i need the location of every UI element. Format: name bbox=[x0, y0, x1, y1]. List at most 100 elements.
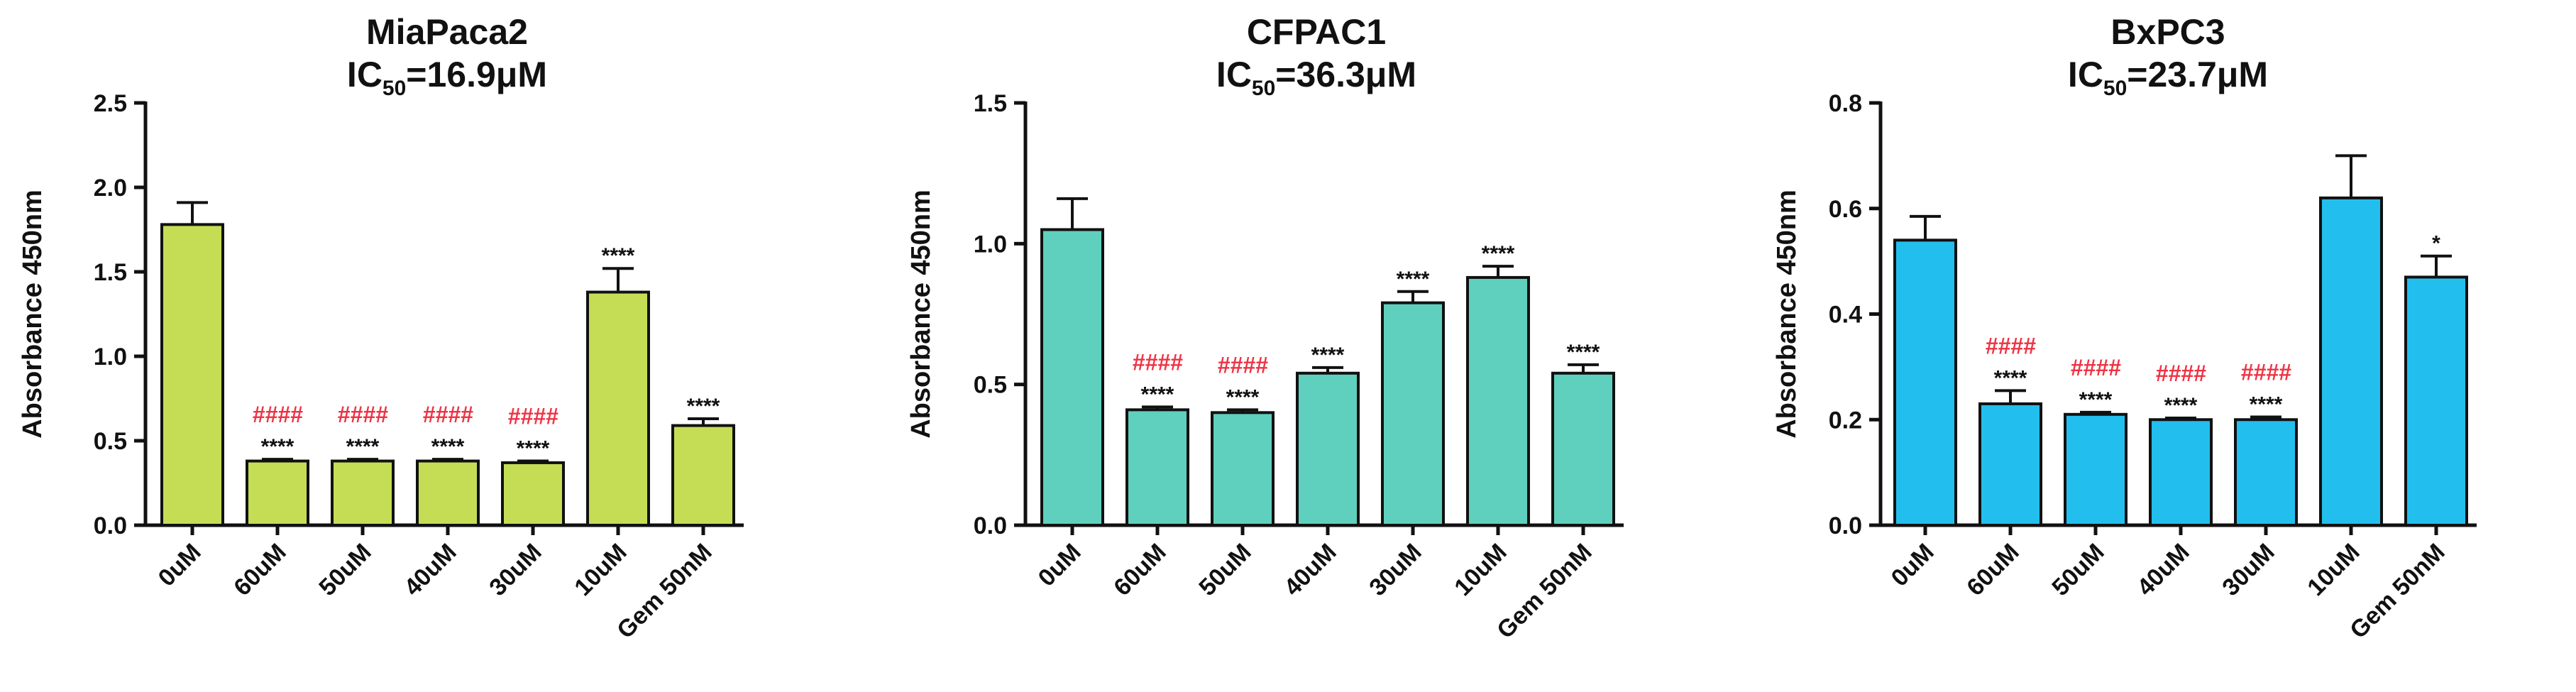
x-tick-label: 30uM bbox=[2217, 539, 2279, 601]
y-axis-label: Absorbance 450nm bbox=[906, 190, 936, 439]
y-tick-label: 0.2 bbox=[1829, 407, 1862, 434]
significance-label: **** bbox=[346, 435, 380, 458]
bar bbox=[2404, 275, 2468, 527]
significance-label: **** bbox=[1141, 383, 1174, 406]
x-tick-label: 60uM bbox=[1108, 539, 1171, 601]
significance-label: **** bbox=[2164, 394, 2198, 417]
bar bbox=[416, 459, 480, 527]
subtitle-prefix: IC bbox=[347, 55, 382, 94]
x-tick-label: 10uM bbox=[2302, 539, 2365, 601]
significance-label: **** bbox=[517, 437, 550, 461]
y-tick-label: 0.0 bbox=[94, 512, 127, 539]
x-tick-label: 30uM bbox=[484, 539, 546, 601]
significance-label-red: #### bbox=[2155, 361, 2206, 386]
chart-panel-bxpc3: BxPC3 IC50=23.7μM Absorbance 450nm 0.0 0.2 0.… bbox=[1717, 0, 2576, 692]
subtitle-value: =23.7μM bbox=[2127, 55, 2268, 94]
subtitle-subscript: 50 bbox=[1252, 77, 1275, 100]
significance-label: **** bbox=[1311, 344, 1345, 367]
bar bbox=[2149, 418, 2213, 527]
subtitle-value: =36.3μM bbox=[1275, 55, 1416, 94]
bar bbox=[501, 461, 565, 527]
y-tick-label: 2.5 bbox=[94, 90, 127, 117]
significance-label: **** bbox=[1482, 242, 1515, 265]
y-tick-label: 2.0 bbox=[94, 175, 127, 202]
bar bbox=[2064, 412, 2128, 527]
y-tick-label: 0.0 bbox=[974, 512, 1007, 539]
x-tick-label: 50uM bbox=[1194, 539, 1256, 601]
chart-subtitle: IC50=23.7μM bbox=[2068, 55, 2268, 100]
bar bbox=[1978, 402, 2042, 527]
bar bbox=[2234, 418, 2298, 527]
x-tick-label: 50uM bbox=[314, 539, 376, 601]
bar bbox=[331, 459, 395, 527]
x-tick-label: 0uM bbox=[1886, 539, 1939, 592]
bar bbox=[2319, 196, 2383, 527]
significance-label: **** bbox=[261, 435, 295, 458]
significance-label-red: #### bbox=[1985, 333, 2035, 358]
significance-label-red: #### bbox=[337, 402, 387, 427]
chart-panel-miapaca2: MiaPaca2 IC50=16.9μM Absorbance 450nm 0.0 0.… bbox=[0, 0, 859, 692]
significance-label: **** bbox=[431, 435, 465, 458]
x-tick-label: 0uM bbox=[153, 539, 207, 592]
bar bbox=[1211, 411, 1275, 527]
bar bbox=[1040, 228, 1104, 527]
bar bbox=[1551, 371, 1615, 527]
significance-label: **** bbox=[2079, 388, 2113, 412]
chart-title: MiaPaca2 bbox=[366, 12, 528, 52]
x-tick-label: 0uM bbox=[1033, 539, 1086, 592]
significance-label: **** bbox=[687, 395, 720, 418]
x-tick-label: 40uM bbox=[399, 539, 461, 601]
bar bbox=[160, 223, 224, 527]
subtitle-prefix: IC bbox=[2068, 55, 2103, 94]
x-tick-label: 10uM bbox=[569, 539, 632, 601]
y-tick-label: 0.0 bbox=[1829, 512, 1862, 539]
x-tick-label: 30uM bbox=[1364, 539, 1426, 601]
y-tick-label: 0.6 bbox=[1829, 196, 1862, 223]
bar bbox=[586, 290, 650, 527]
subtitle-subscript: 50 bbox=[382, 77, 406, 100]
y-tick-label: 1.5 bbox=[974, 90, 1007, 117]
subtitle-prefix: IC bbox=[1216, 55, 1252, 94]
x-tick-label: 60uM bbox=[1961, 539, 2024, 601]
significance-label: **** bbox=[602, 244, 635, 268]
y-tick-label: 1.5 bbox=[94, 259, 127, 286]
bar bbox=[246, 459, 309, 527]
y-axis-label: Absorbance 450nm bbox=[1772, 190, 1802, 439]
y-tick-label: 0.8 bbox=[1829, 90, 1862, 117]
y-tick-label: 0.5 bbox=[94, 428, 127, 455]
significance-label: **** bbox=[1397, 268, 1430, 291]
subtitle-subscript: 50 bbox=[2103, 77, 2127, 100]
x-tick-label: 40uM bbox=[1279, 539, 1341, 601]
significance-label: **** bbox=[1994, 366, 2027, 390]
x-tick-label: 60uM bbox=[229, 539, 291, 601]
significance-label-red: #### bbox=[507, 404, 558, 429]
subtitle-value: =16.9μM bbox=[406, 55, 547, 94]
y-tick-label: 1.0 bbox=[94, 344, 127, 370]
bar bbox=[1381, 301, 1445, 527]
x-tick-label: 50uM bbox=[2047, 539, 2109, 601]
bar bbox=[1466, 275, 1530, 527]
significance-label: **** bbox=[2250, 393, 2283, 417]
chart-title: BxPC3 bbox=[2110, 12, 2225, 52]
significance-label: **** bbox=[1567, 341, 1600, 364]
chart-title: CFPAC1 bbox=[1247, 12, 1386, 52]
x-tick-label: 40uM bbox=[2132, 539, 2194, 601]
y-tick-label: 0.5 bbox=[974, 372, 1007, 399]
significance-label-red: #### bbox=[2070, 355, 2120, 380]
bar bbox=[671, 424, 735, 527]
chart-panel-cfpac1: CFPAC1 IC50=36.3μM Absorbance 450nm 0.0 0.5 1… bbox=[859, 0, 1717, 692]
x-tick-label: 10uM bbox=[1449, 539, 1512, 601]
bar bbox=[1296, 371, 1360, 527]
bar bbox=[1893, 238, 1957, 527]
bar bbox=[1125, 408, 1189, 527]
significance-label-red: #### bbox=[2240, 360, 2291, 385]
significance-label-red: #### bbox=[1217, 352, 1267, 378]
chart-subtitle: IC50=16.9μM bbox=[347, 55, 547, 100]
significance-label: **** bbox=[1226, 385, 1260, 409]
significance-label-red: #### bbox=[422, 402, 473, 427]
significance-label: * bbox=[2432, 232, 2440, 256]
